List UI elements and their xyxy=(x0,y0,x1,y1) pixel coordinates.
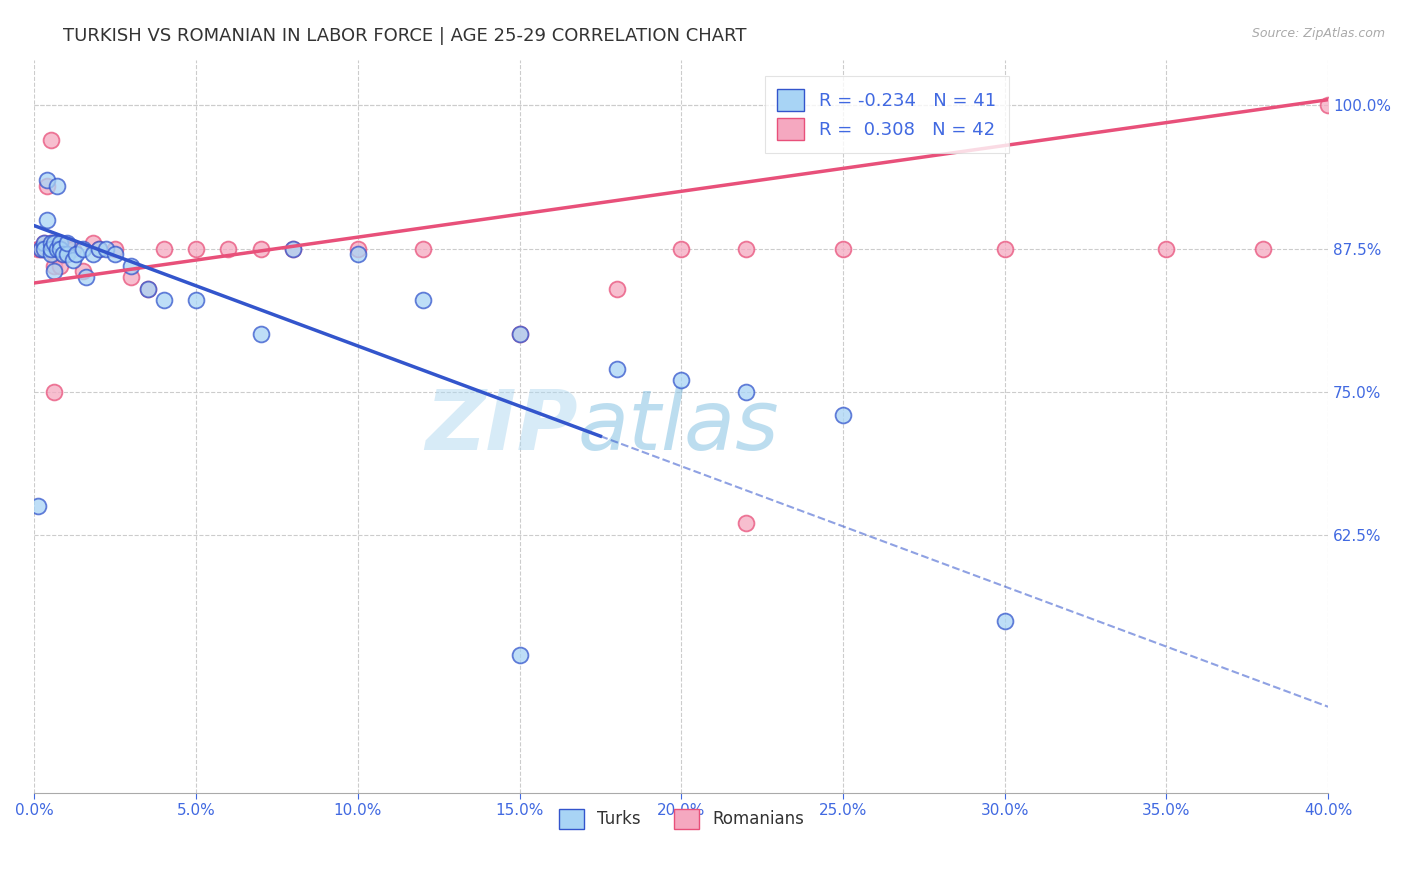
Point xyxy=(994,614,1017,628)
Point xyxy=(1156,242,1178,256)
Point xyxy=(249,327,271,342)
Point xyxy=(72,242,94,256)
Point xyxy=(217,242,239,256)
Point xyxy=(136,282,159,296)
Point xyxy=(1253,242,1275,256)
Point xyxy=(94,242,117,256)
Point xyxy=(136,282,159,296)
Text: TURKISH VS ROMANIAN IN LABOR FORCE | AGE 25-29 CORRELATION CHART: TURKISH VS ROMANIAN IN LABOR FORCE | AGE… xyxy=(63,27,747,45)
Point xyxy=(65,247,87,261)
Point xyxy=(49,242,72,256)
Point xyxy=(412,242,434,256)
Point xyxy=(27,500,49,514)
Point xyxy=(39,235,62,250)
Point xyxy=(735,242,758,256)
Point xyxy=(104,247,127,261)
Point xyxy=(32,242,55,256)
Point xyxy=(281,242,304,256)
Point xyxy=(62,242,84,256)
Point xyxy=(37,242,59,256)
Point xyxy=(184,242,207,256)
Point xyxy=(49,242,72,256)
Point xyxy=(72,264,94,278)
Point xyxy=(55,235,77,250)
Point xyxy=(52,247,75,261)
Point xyxy=(104,242,127,256)
Point xyxy=(32,242,55,256)
Point xyxy=(346,247,368,261)
Point xyxy=(39,247,62,261)
Point xyxy=(82,247,104,261)
Point xyxy=(120,259,142,273)
Point xyxy=(832,242,855,256)
Point xyxy=(75,270,97,285)
Legend: Turks, Romanians: Turks, Romanians xyxy=(551,802,811,836)
Point xyxy=(55,247,77,261)
Point xyxy=(42,264,65,278)
Point xyxy=(52,247,75,261)
Point xyxy=(27,242,49,256)
Text: atlas: atlas xyxy=(578,385,779,467)
Point xyxy=(30,242,52,256)
Point xyxy=(37,173,59,187)
Point xyxy=(994,242,1017,256)
Text: Source: ZipAtlas.com: Source: ZipAtlas.com xyxy=(1251,27,1385,40)
Point xyxy=(46,235,69,250)
Point xyxy=(30,242,52,256)
Point xyxy=(832,408,855,422)
Point xyxy=(509,327,531,342)
Point xyxy=(39,235,62,250)
Point xyxy=(42,259,65,273)
Point xyxy=(184,293,207,307)
Point xyxy=(42,384,65,399)
Point xyxy=(87,242,110,256)
Point xyxy=(606,282,628,296)
Point xyxy=(735,384,758,399)
Point xyxy=(49,259,72,273)
Point xyxy=(62,253,84,268)
Text: ZIP: ZIP xyxy=(425,385,578,467)
Point xyxy=(82,235,104,250)
Point xyxy=(1317,98,1340,112)
Point xyxy=(39,242,62,256)
Point xyxy=(39,242,62,256)
Point xyxy=(412,293,434,307)
Point xyxy=(152,293,174,307)
Point xyxy=(120,270,142,285)
Point xyxy=(37,213,59,227)
Point xyxy=(281,242,304,256)
Point xyxy=(46,178,69,193)
Point xyxy=(346,242,368,256)
Point xyxy=(55,242,77,256)
Point xyxy=(32,235,55,250)
Point xyxy=(42,235,65,250)
Point xyxy=(39,133,62,147)
Point xyxy=(671,373,693,387)
Point xyxy=(32,235,55,250)
Point xyxy=(509,648,531,663)
Point xyxy=(509,327,531,342)
Point xyxy=(46,242,69,256)
Point xyxy=(87,242,110,256)
Point xyxy=(735,516,758,531)
Point xyxy=(671,242,693,256)
Point xyxy=(42,247,65,261)
Point xyxy=(37,178,59,193)
Point xyxy=(249,242,271,256)
Point xyxy=(49,235,72,250)
Point xyxy=(606,362,628,376)
Point xyxy=(46,242,69,256)
Point xyxy=(152,242,174,256)
